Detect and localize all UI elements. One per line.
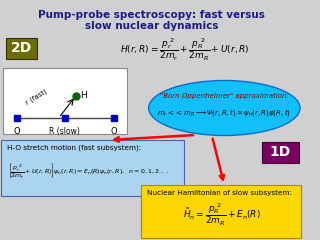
Text: 1D: 1D xyxy=(269,145,291,159)
Text: slow nuclear dynamics: slow nuclear dynamics xyxy=(85,21,218,31)
Text: $\left[\dfrac{p_r^{\ 2}}{2m_r}+U(r,R)\right]\psi_n(r,R)=E_n(R)\psi_n(r,R),\ \ n=: $\left[\dfrac{p_r^{\ 2}}{2m_r}+U(r,R)\ri… xyxy=(8,161,168,180)
Text: H-O stretch motion (fast subsystem):: H-O stretch motion (fast subsystem): xyxy=(7,145,141,151)
Text: H: H xyxy=(80,91,87,101)
Text: $\tilde{H}_n = \dfrac{p_R^{\ 2}}{2m_R} + E_n(R)$: $\tilde{H}_n = \dfrac{p_R^{\ 2}}{2m_R} +… xyxy=(183,202,261,228)
Text: Pump-probe spectroscopy: fast versus: Pump-probe spectroscopy: fast versus xyxy=(38,10,265,20)
Text: "Born Oppenheimer" approximation:: "Born Oppenheimer" approximation: xyxy=(160,93,289,99)
Text: O: O xyxy=(110,127,117,136)
FancyBboxPatch shape xyxy=(3,67,127,133)
Text: $H(r,R) = \dfrac{p_r^{\ 2}}{2m_r} + \dfrac{p_R^{\ 2}}{2m_R} + U(r,R)$: $H(r,R) = \dfrac{p_r^{\ 2}}{2m_r} + \dfr… xyxy=(120,37,249,63)
Ellipse shape xyxy=(148,80,300,136)
Text: 2D: 2D xyxy=(11,41,32,55)
FancyBboxPatch shape xyxy=(262,142,299,162)
FancyBboxPatch shape xyxy=(1,139,184,196)
Text: R (slow): R (slow) xyxy=(49,127,80,136)
Text: $m_r << m_R \longrightarrow \Psi(r,R,t) \approx \psi_n(r,R)\varphi(R,t)$: $m_r << m_R \longrightarrow \Psi(r,R,t) … xyxy=(157,108,291,119)
FancyBboxPatch shape xyxy=(6,37,37,59)
FancyBboxPatch shape xyxy=(141,185,301,238)
Text: O: O xyxy=(14,127,20,136)
Text: Nuclear Hamiltonian of slow subsystem:: Nuclear Hamiltonian of slow subsystem: xyxy=(147,190,292,196)
Text: r (fast): r (fast) xyxy=(24,88,48,106)
